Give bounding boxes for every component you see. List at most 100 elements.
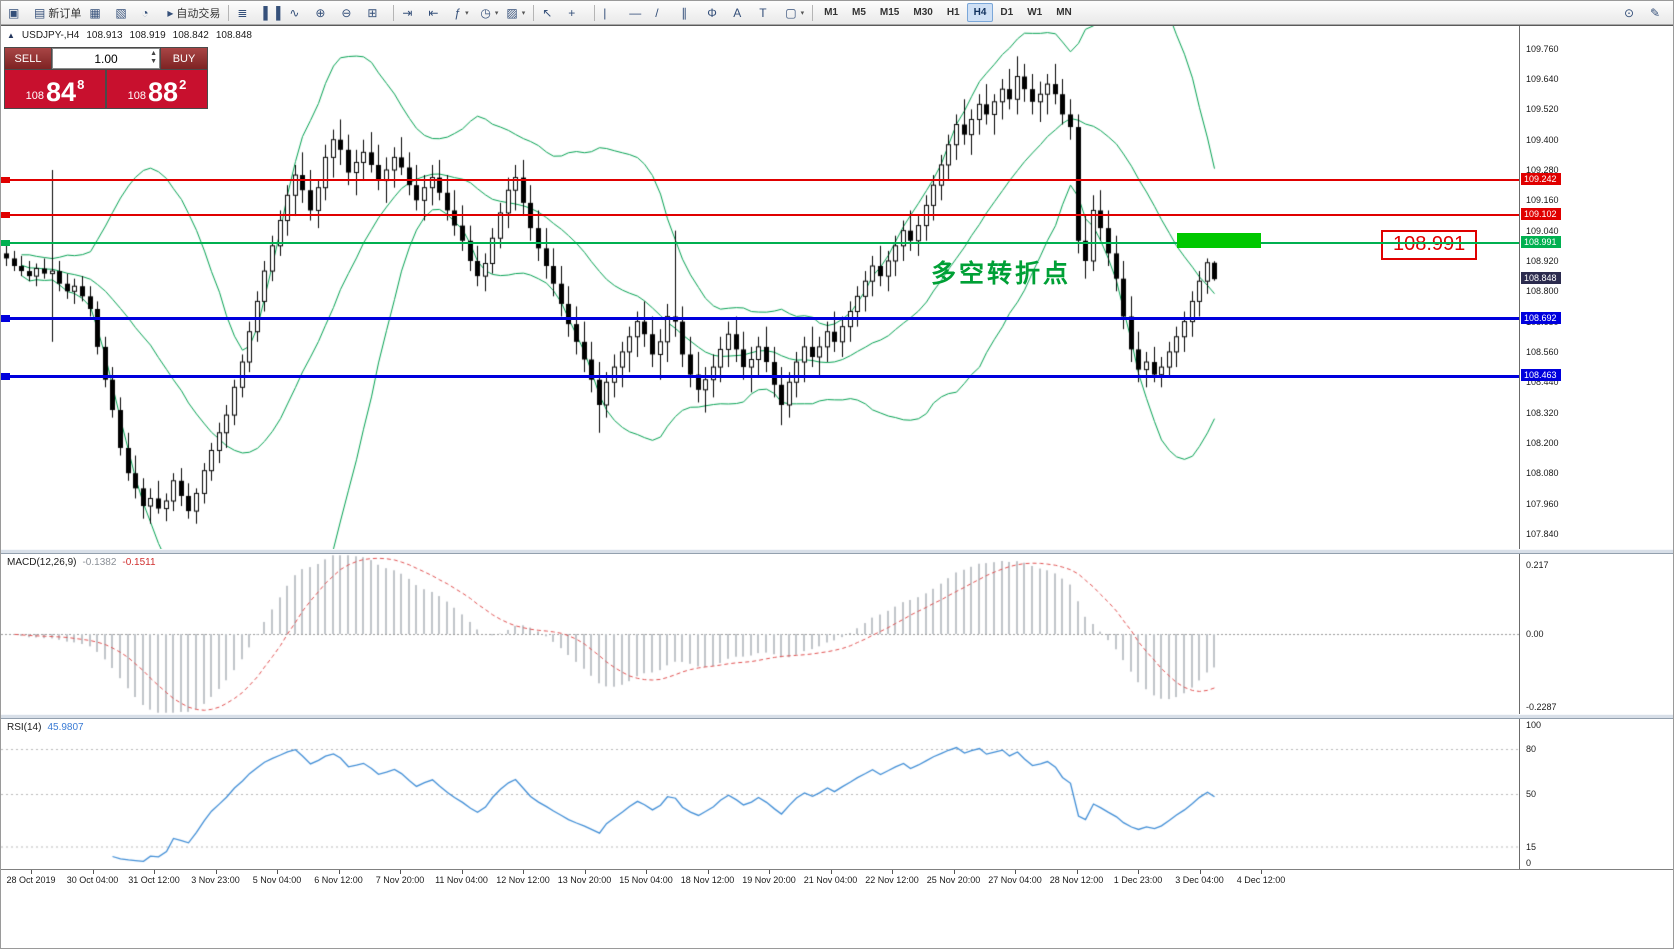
chart-window-button[interactable]: ▦ [85, 2, 111, 24]
volume-up-icon[interactable]: ▲ [150, 50, 157, 57]
macd-axis[interactable]: 0.217 0.00 -0.2287 [1519, 554, 1673, 714]
hline-end-109.242[interactable] [1, 176, 10, 183]
hline-end-108.991[interactable] [1, 240, 10, 247]
macd-tick: -0.2287 [1526, 702, 1557, 712]
symbol-name: USDJPY-,H4 [21, 30, 80, 41]
trendline-button[interactable]: / [651, 2, 677, 24]
data-window-button[interactable]: ◔ [137, 2, 163, 24]
vertical-line-button[interactable]: | [599, 2, 625, 24]
hline-108.463[interactable] [1, 374, 1519, 378]
cursor-button[interactable]: ↖ [538, 2, 564, 24]
autotrading-button[interactable]: ▸ 自动交易 [163, 2, 224, 24]
fibonacci-button[interactable]: Φ [703, 2, 729, 24]
hline-end-108.692[interactable] [1, 315, 10, 323]
toolbar-separator [228, 4, 230, 21]
buy-price-button[interactable]: 108 88 2 [107, 70, 207, 108]
time-label: 21 Nov 04:00 [803, 875, 858, 885]
macd-splitter[interactable] [1, 549, 1673, 554]
hline-108.692[interactable] [1, 317, 1519, 321]
shapes-button-dropdown-icon[interactable]: ▾ [800, 9, 805, 17]
hline-end-109.102[interactable] [1, 211, 10, 218]
highlight-rect[interactable] [1177, 233, 1261, 248]
rsi-canvas[interactable] [1, 719, 1519, 869]
timeframe-w1[interactable]: W1 [1027, 7, 1043, 18]
hline-end-108.463[interactable] [1, 372, 10, 380]
sell-button[interactable]: SELL [5, 48, 51, 69]
time-axis[interactable]: 28 Oct 2019 30 Oct 04:00 31 Oct 12:00 3 Nov… [1, 869, 1673, 891]
zoom-in-button[interactable]: ⊕ [311, 2, 337, 24]
auto-scroll-icon: ⇥ [402, 5, 413, 20]
profiles-button[interactable]: ▧ [111, 2, 137, 24]
auto-scroll-button[interactable]: ⇥ [398, 2, 424, 24]
rsi-splitter[interactable] [1, 714, 1673, 719]
price-callout-box[interactable]: 108.991 [1381, 230, 1478, 260]
templates-button-dropdown-icon[interactable]: ▾ [521, 9, 526, 17]
time-label: 5 Nov 04:00 [252, 875, 302, 885]
chart-shift-button[interactable]: ⇤ [424, 2, 450, 24]
ohlc-high: 108.919 [129, 30, 166, 41]
rsi-plot[interactable]: RSI(14) 45.9807 [1, 719, 1519, 869]
price-tag-108.463: 108.463 [1521, 369, 1561, 382]
macd-plot[interactable]: MACD(12,26,9) -0.1382 -0.1511 [1, 554, 1519, 714]
timeframe-m30[interactable]: M30 [913, 7, 933, 18]
terminal-icon[interactable]: ▣ [4, 2, 30, 24]
ohlc-close: 108.848 [215, 30, 252, 41]
indicators-button[interactable]: ƒ ▾ [450, 2, 476, 24]
price-tick: 109.040 [1526, 225, 1559, 236]
search-button[interactable]: ⊙ [1620, 2, 1646, 24]
buy-button[interactable]: BUY [161, 48, 207, 69]
timeframe-m15[interactable]: M15 [879, 7, 900, 18]
price-axis[interactable]: 109.760 109.640 109.520 109.400 109.280 109.1… [1519, 26, 1673, 549]
periods-button-dropdown-icon[interactable]: ▾ [494, 9, 499, 17]
volume-input[interactable]: 1.00 ▲ ▼ [52, 48, 160, 69]
zoom-out-button[interactable]: ⊖ [337, 2, 363, 24]
collapse-icon[interactable]: ▲ [7, 31, 15, 40]
indicators-button-dropdown-icon[interactable]: ▾ [465, 9, 469, 17]
timeframe-m5[interactable]: M5 [852, 7, 866, 18]
timeframe-mn[interactable]: MN [1056, 7, 1072, 18]
horizontal-line-icon: — [629, 5, 642, 20]
time-label: 12 Nov 12:00 [496, 875, 550, 885]
timeframe-h1[interactable]: H1 [946, 7, 960, 18]
hline-108.991[interactable] [1, 242, 1519, 245]
annotation-text[interactable]: 多空转折点 [931, 260, 1072, 288]
one-click-trading-panel: SELL 1.00 ▲ ▼ BUY 108 84 8 [4, 47, 208, 109]
volume-down-icon[interactable]: ▼ [150, 58, 157, 65]
price-tick: 109.760 [1526, 43, 1559, 54]
price-tick: 109.400 [1526, 134, 1559, 145]
line-chart-button[interactable]: ∿ [285, 2, 311, 24]
hline-109.242[interactable] [1, 178, 1519, 181]
time-tick [154, 870, 155, 874]
templates-button[interactable]: ▨ ▾ [502, 2, 529, 24]
main-chart-plot[interactable]: ▲ USDJPY-,H4 108.913 108.919 108.842 108… [1, 26, 1519, 549]
crosshair-button[interactable]: + [564, 2, 590, 24]
price-tick: 108.200 [1526, 437, 1559, 448]
shapes-button[interactable]: ▢ ▾ [781, 2, 808, 24]
horizontal-line-button[interactable]: — [625, 2, 651, 24]
toolbar-separator [594, 4, 596, 21]
price-canvas[interactable] [1, 26, 1519, 549]
sell-price-button[interactable]: 108 84 8 [5, 70, 105, 108]
label-button[interactable]: T [755, 2, 781, 24]
tile-windows-button[interactable]: ⊞ [363, 2, 389, 24]
price-tag-109.102: 109.102 [1521, 207, 1561, 220]
macd-canvas[interactable] [1, 554, 1519, 714]
price-tick: 108.920 [1526, 255, 1559, 266]
bar-chart-button[interactable]: ≣ [233, 2, 259, 24]
tile-windows-icon: ⊞ [367, 5, 378, 20]
candlestick-chart-button[interactable]: ▌▐ [259, 2, 285, 24]
time-tick [769, 870, 770, 874]
trendline-icon: / [655, 5, 659, 20]
text-button[interactable]: A [729, 2, 755, 24]
periods-button[interactable]: ◷ ▾ [476, 2, 502, 24]
hline-109.102[interactable] [1, 213, 1519, 216]
timeframe-h4[interactable]: H4 [966, 3, 994, 22]
rsi-axis[interactable]: 100 80 50 15 0 [1519, 719, 1673, 869]
channel-button[interactable]: ∥ [677, 2, 703, 24]
new-order-button[interactable]: ▤ 新订单 [30, 2, 85, 24]
timeframe-m1[interactable]: M1 [824, 7, 838, 18]
toolbar-items: ▣ ▤ 新订单 ▦ ▧ ◔ ▸ 自动交易 ≣ ▌▐ ∿ ⊕ ⊖ ⊞ ⇥ ⇤ ƒ ▾ ◷ ▾ ▨ ▾ ↖ + | — / ∥ Φ A T ▢ ▾ [4, 2, 817, 24]
edit-button[interactable]: ✎ [1646, 2, 1672, 24]
timeframe-d1[interactable]: D1 [1000, 7, 1014, 18]
main-chart-window: ▲ USDJPY-,H4 108.913 108.919 108.842 108… [1, 25, 1673, 549]
